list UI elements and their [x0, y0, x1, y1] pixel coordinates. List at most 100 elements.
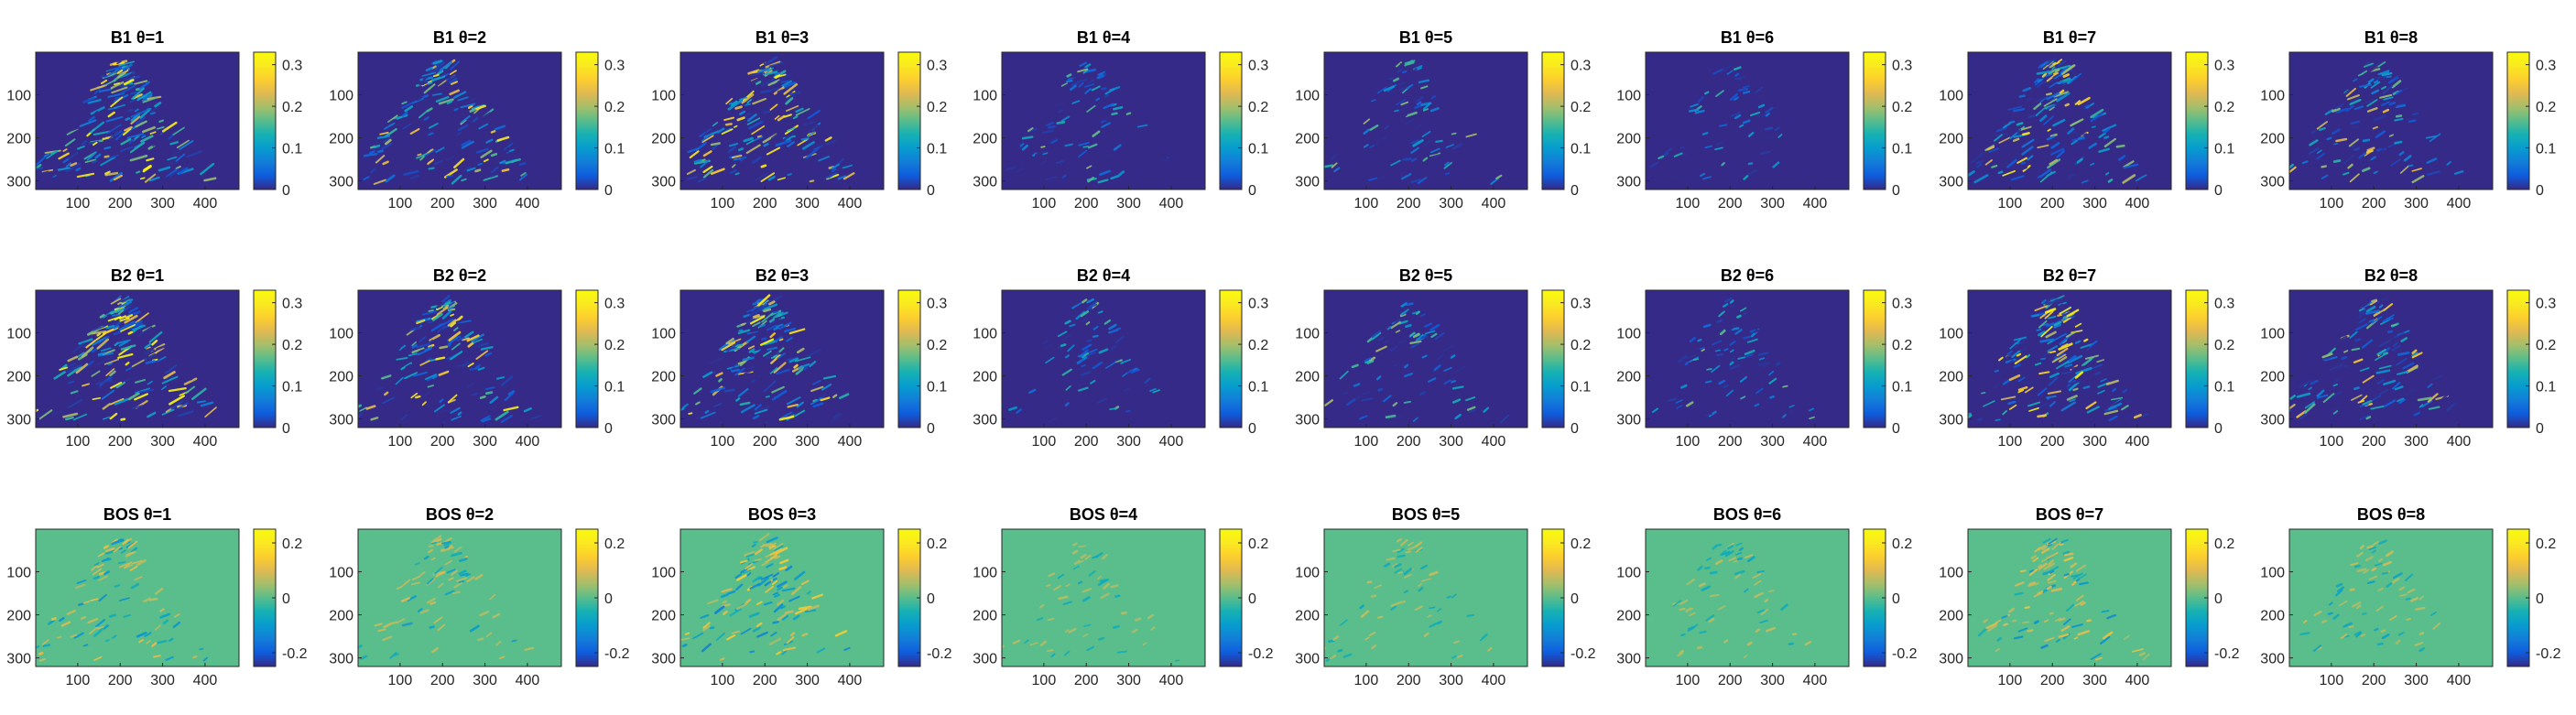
- x-tick-label: 400: [193, 434, 218, 450]
- panel-b1-theta-4: B1 θ=4 100 200 300 400 100 200 300 0 0.1 0.2 0.3: [973, 28, 1268, 211]
- colorbar-tick-label: -0.2: [282, 646, 308, 662]
- colorbar-tick-label: 0: [604, 183, 613, 199]
- image-background: [1324, 52, 1527, 190]
- panel-title: BOS θ=8: [2357, 505, 2425, 524]
- colorbar-tick-label: 0.3: [282, 59, 302, 74]
- axes-box: [1001, 528, 1206, 667]
- colorbar-tick-label: 0: [282, 183, 290, 199]
- y-tick-label: 200: [1939, 609, 1963, 624]
- y-tick-label: 300: [651, 175, 676, 190]
- colorbar-tick-label: 0: [604, 591, 613, 607]
- y-tick-label: 300: [2260, 175, 2285, 190]
- panel-bos-theta-5: BOS θ=5 100 200 300 400 100 200 300 -0.2 0 0.2: [1295, 505, 1595, 688]
- colorbar-tick-label: 0: [2536, 183, 2544, 199]
- image-field: [36, 60, 217, 183]
- x-tick-label: 200: [1397, 196, 1421, 211]
- x-tick-label: 100: [711, 673, 735, 688]
- y-tick-label: 200: [2260, 132, 2285, 147]
- colorbar-tick-label: 0.1: [604, 142, 625, 157]
- axes-box: [1967, 289, 2172, 428]
- image-background: [680, 529, 884, 666]
- x-tick-label: 400: [1803, 673, 1828, 688]
- x-tick-label: 100: [388, 673, 413, 688]
- y-tick-label: 100: [2260, 566, 2285, 581]
- y-tick-label: 100: [6, 566, 31, 581]
- x-tick-label: 300: [2404, 196, 2429, 211]
- image-field: [1646, 297, 1815, 420]
- colorbar-tick-label: 0.2: [1571, 536, 1591, 552]
- y-tick-label: 300: [1295, 652, 1320, 667]
- y-tick-label: 100: [1939, 327, 1963, 342]
- panel-b1-theta-7: B1 θ=7 100 200 300 400 100 200 300 0 0.1 0.2 0.3: [1939, 28, 2234, 211]
- colorbar-tick-label: 0: [1248, 421, 1256, 437]
- y-tick-label: 200: [1939, 370, 1963, 385]
- y-tick-label: 100: [1616, 89, 1641, 104]
- colorbar-tick-label: 0.3: [2214, 297, 2234, 312]
- axes-box: [679, 289, 885, 428]
- y-tick-label: 100: [329, 89, 353, 104]
- colorbar-tick-label: 0.2: [927, 100, 947, 115]
- y-tick-label: 200: [1939, 132, 1963, 147]
- panel-title: BOS θ=3: [748, 505, 816, 524]
- x-tick-label: 400: [1482, 196, 1506, 211]
- y-tick-label: 300: [1616, 652, 1641, 667]
- colorbar-tick-label: 0: [1892, 591, 1900, 607]
- x-tick-label: 100: [1676, 196, 1701, 211]
- colorbar: [2507, 290, 2529, 428]
- panel-bos-theta-1: BOS θ=1 100 200 300 400 100 200 300 -0.2 0 0.2: [6, 505, 307, 688]
- image-field: [363, 59, 527, 185]
- colorbar-tick-label: 0: [927, 183, 935, 199]
- colorbar: [1542, 52, 1564, 190]
- x-tick-label: 300: [795, 196, 820, 211]
- x-tick-label: 200: [430, 196, 455, 211]
- y-tick-label: 100: [6, 89, 31, 104]
- y-tick-label: 300: [6, 652, 31, 667]
- image-background: [1324, 529, 1527, 666]
- x-tick-label: 400: [2447, 673, 2472, 688]
- image-background: [1968, 529, 2171, 666]
- x-tick-label: 400: [2125, 434, 2150, 450]
- colorbar-tick-label: 0: [2214, 183, 2223, 199]
- colorbar-tick-label: 0.2: [1571, 100, 1591, 115]
- axes-box: [1967, 528, 2172, 667]
- panel-title: BOS θ=1: [103, 505, 171, 524]
- x-tick-label: 100: [1998, 673, 2023, 688]
- colorbar-tick-label: 0: [2214, 591, 2223, 607]
- y-tick-label: 200: [2260, 609, 2285, 624]
- x-tick-label: 200: [1074, 196, 1099, 211]
- x-tick-label: 300: [2404, 673, 2429, 688]
- y-tick-label: 100: [1939, 566, 1963, 581]
- y-tick-label: 300: [329, 652, 353, 667]
- image-background: [1324, 290, 1527, 428]
- panel-title: B1 θ=4: [1077, 28, 1130, 47]
- x-tick-label: 300: [473, 196, 497, 211]
- y-tick-label: 200: [1295, 132, 1320, 147]
- y-tick-label: 200: [973, 370, 997, 385]
- x-tick-label: 200: [108, 434, 133, 450]
- y-tick-label: 300: [973, 652, 997, 667]
- image-field: [685, 56, 855, 184]
- axes-box: [679, 51, 885, 190]
- panel-title: B2 θ=7: [2043, 266, 2096, 285]
- x-tick-label: 100: [711, 196, 735, 211]
- x-tick-label: 200: [2040, 196, 2065, 211]
- panel-title: B1 θ=5: [1399, 28, 1452, 47]
- x-tick-label: 200: [108, 196, 133, 211]
- colorbar: [898, 52, 920, 190]
- x-tick-label: 200: [1718, 673, 1743, 688]
- x-tick-label: 100: [1354, 196, 1379, 211]
- colorbar-tick-label: 0: [1571, 183, 1579, 199]
- panel-title: B2 θ=3: [755, 266, 809, 285]
- x-tick-label: 200: [2040, 434, 2065, 450]
- y-tick-label: 200: [1616, 132, 1641, 147]
- image-field: [680, 294, 850, 423]
- image-field: [1672, 542, 1812, 659]
- x-tick-label: 300: [1116, 434, 1141, 450]
- panel-b2-theta-7: B2 θ=7 100 200 300 400 100 200 300 0 0.1 0.2 0.3: [1939, 266, 2234, 450]
- y-tick-label: 100: [1939, 89, 1963, 104]
- x-tick-label: 300: [1760, 434, 1785, 450]
- axes-box: [1645, 528, 1850, 667]
- x-tick-label: 400: [838, 434, 863, 450]
- x-tick-label: 200: [108, 673, 133, 688]
